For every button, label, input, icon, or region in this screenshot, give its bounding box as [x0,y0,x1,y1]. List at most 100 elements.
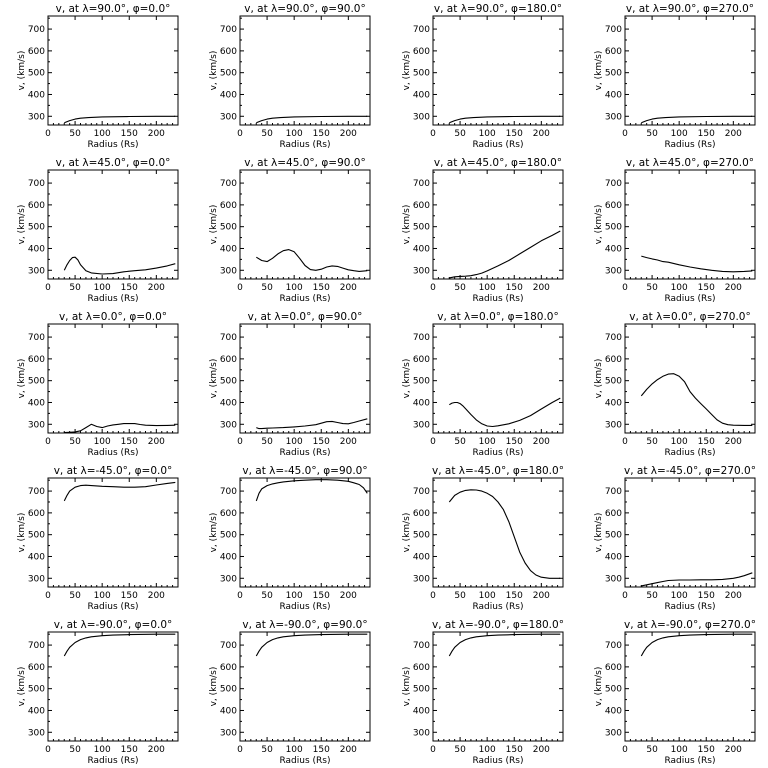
y-tick-label: 500 [28,223,45,233]
y-tick-label: 400 [413,706,430,716]
y-tick-label: 700 [220,25,237,35]
plot-frame [239,631,371,742]
y-tick-label: 500 [413,685,430,695]
x-tick-label: 150 [698,591,715,601]
x-tick-label: 50 [261,129,273,139]
series-line [641,115,753,124]
x-tick-label: 100 [671,129,688,139]
y-tick-label: 600 [413,663,430,673]
x-tick-label: 150 [506,591,523,601]
chart-title: v, at λ=-45.0°, φ=90.0° [242,465,367,477]
x-tick-label: 0 [45,437,51,447]
x-tick-label: 200 [148,283,165,293]
y-axis-label: v, (km/s) [402,513,412,553]
series-line [641,255,753,273]
y-tick-label: 400 [605,706,622,716]
y-tick-label: 600 [605,47,622,57]
y-tick-label: 300 [413,420,430,430]
chart-panel: v, at λ=45.0°, φ=180.0° 0 50 100 150 200 300 40… [402,157,564,304]
x-tick-label: 100 [479,129,496,139]
x-axis-label: Radius (Rs) [472,294,523,304]
x-tick-label: 0 [622,745,628,755]
y-axis-label: v, (km/s) [209,51,219,91]
y-tick-label: 500 [413,377,430,387]
x-tick-label: 200 [533,437,550,447]
y-tick-label: 300 [28,112,45,122]
chart-title: v, at λ=-45.0°, φ=180.0° [432,465,564,477]
y-tick-label: 400 [413,244,430,254]
x-axis-label: Radius (Rs) [472,140,523,150]
series-line [256,115,368,124]
y-tick-label: 500 [220,531,237,541]
y-tick-label: 600 [28,47,45,57]
x-axis-label: Radius (Rs) [87,294,138,304]
y-tick-label: 600 [605,355,622,365]
y-tick-label: 600 [605,509,622,519]
y-tick-label: 500 [28,685,45,695]
chart-panel: v, at λ=-90.0°, φ=0.0° 0 50 100 150 200 300 400… [17,619,179,766]
x-axis-label: Radius (Rs) [472,756,523,766]
y-tick-label: 500 [220,69,237,79]
x-tick-label: 100 [286,437,303,447]
y-tick-label: 500 [28,377,45,387]
y-tick-label: 500 [605,69,622,79]
series-line [449,397,561,428]
y-tick-label: 400 [28,706,45,716]
x-tick-label: 50 [69,437,81,447]
x-tick-label: 150 [313,591,330,601]
y-tick-label: 300 [220,266,237,276]
x-tick-label: 50 [454,591,466,601]
x-tick-label: 50 [69,129,81,139]
y-axis-label: v, (km/s) [594,513,604,553]
x-tick-label: 0 [237,129,243,139]
x-tick-label: 100 [286,129,303,139]
x-axis-label: Radius (Rs) [472,448,523,458]
x-tick-label: 150 [506,129,523,139]
y-axis-label: v, (km/s) [402,205,412,245]
y-tick-label: 300 [605,728,622,738]
y-axis-label: v, (km/s) [594,359,604,399]
y-axis-label: v, (km/s) [17,359,27,399]
x-tick-label: 50 [454,283,466,293]
y-tick-label: 600 [605,201,622,211]
y-tick-label: 600 [28,663,45,673]
y-tick-label: 700 [28,487,45,497]
y-tick-label: 600 [220,663,237,673]
x-axis-label: Radius (Rs) [279,140,330,150]
series-line [255,479,368,502]
chart-panel: v, at λ=-90.0°, φ=180.0° 0 50 100 150 200 300 4… [402,619,564,766]
series-line [449,230,561,279]
x-tick-label: 0 [430,437,436,447]
y-tick-label: 600 [28,509,45,519]
y-axis-label: v, (km/s) [594,51,604,91]
x-tick-label: 100 [94,745,111,755]
x-tick-label: 150 [121,437,138,447]
x-tick-label: 50 [646,283,658,293]
chart-title: v, at λ=45.0°, φ=270.0° [626,157,754,169]
x-tick-label: 0 [622,283,628,293]
y-tick-label: 500 [605,531,622,541]
x-tick-label: 100 [479,283,496,293]
chart-panel: v, at λ=90.0°, φ=90.0° 0 50 100 150 200 300 400… [209,3,371,150]
y-tick-label: 700 [413,179,430,189]
x-axis-label: Radius (Rs) [664,602,715,612]
x-tick-label: 200 [725,437,742,447]
y-tick-label: 700 [413,333,430,343]
y-tick-label: 500 [220,685,237,695]
x-axis-label: Radius (Rs) [279,756,330,766]
y-tick-label: 300 [605,574,622,584]
x-tick-label: 50 [646,591,658,601]
plot-frame [624,477,756,588]
x-tick-label: 100 [286,745,303,755]
y-axis-label: v, (km/s) [17,205,27,245]
chart-panel: v, at λ=-90.0°, φ=270.0° 0 50 100 150 200 300 4… [594,619,756,766]
chart-title: v, at λ=-45.0°, φ=270.0° [624,465,756,477]
x-axis-label: Radius (Rs) [279,294,330,304]
y-tick-label: 400 [413,398,430,408]
y-tick-label: 700 [413,487,430,497]
y-tick-label: 300 [220,574,237,584]
y-tick-label: 400 [605,90,622,100]
x-tick-label: 150 [313,745,330,755]
